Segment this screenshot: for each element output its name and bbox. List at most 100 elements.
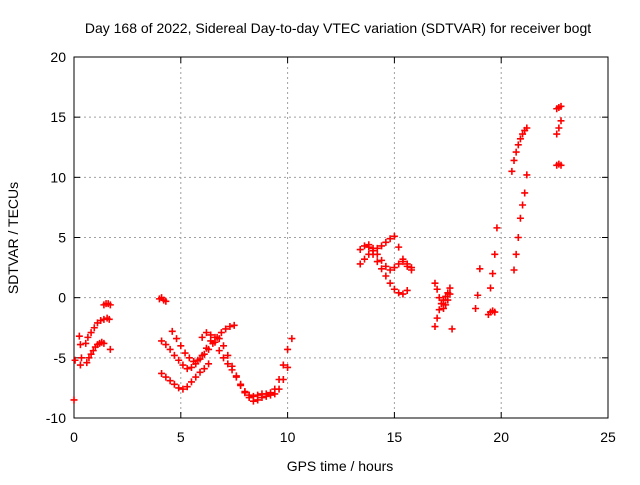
data-point-marker: [369, 244, 377, 252]
data-point-marker: [187, 363, 195, 371]
data-point-marker: [179, 385, 187, 393]
data-point-marker: [198, 333, 206, 341]
data-point-marker: [519, 130, 527, 138]
data-point-marker: [440, 304, 448, 312]
data-point-marker: [87, 329, 95, 337]
data-point-marker: [106, 301, 114, 309]
x-tick-label: 0: [70, 429, 78, 445]
data-point-marker: [523, 171, 531, 179]
data-point-marker: [249, 397, 257, 405]
data-point-marker: [444, 296, 452, 304]
data-point-marker: [284, 345, 292, 353]
data-point-marker: [407, 264, 415, 272]
data-point-marker: [220, 354, 228, 362]
data-point-marker: [76, 361, 84, 369]
data-point-marker: [254, 396, 262, 404]
series-arc-a: [82, 314, 113, 347]
data-point-marker: [245, 394, 253, 402]
data-point-marker: [279, 375, 287, 383]
data-point-marker: [516, 135, 524, 143]
data-point-marker: [433, 314, 441, 322]
data-point-marker: [395, 243, 403, 251]
data-point-marker: [70, 396, 78, 404]
data-point-marker: [77, 354, 85, 362]
x-tick-label: 15: [387, 429, 403, 445]
data-point-marker: [168, 327, 176, 335]
data-point-marker: [448, 325, 456, 333]
data-point-marker: [185, 354, 193, 362]
data-point-marker: [84, 333, 92, 341]
data-point-marker: [510, 156, 518, 164]
data-point-marker: [190, 357, 198, 365]
data-point-marker: [166, 345, 174, 353]
y-tick-label: -10: [46, 410, 66, 426]
data-point-marker: [162, 373, 170, 381]
y-tick-label: 0: [58, 290, 66, 306]
series-arc-j: [356, 241, 415, 274]
data-point-marker: [399, 258, 407, 266]
data-point-marker: [508, 167, 516, 175]
data-point-marker: [437, 300, 445, 308]
data-point-marker: [442, 292, 450, 300]
x-axis-label: GPS time / hours: [287, 458, 394, 474]
data-point-marker: [369, 250, 377, 258]
y-tick-label: 5: [58, 230, 66, 246]
y-tick-label: 15: [50, 109, 66, 125]
data-point-marker: [196, 368, 204, 376]
data-point-marker: [183, 365, 191, 373]
series-isolated-mid: [448, 265, 484, 333]
data-point-marker: [356, 260, 364, 268]
data-point-marker: [224, 360, 232, 368]
data-point-marker: [76, 341, 84, 349]
data-point-marker: [521, 189, 529, 197]
data-point-marker: [386, 235, 394, 243]
data-point-marker: [230, 321, 238, 329]
data-point-marker: [173, 335, 181, 343]
data-point-marker: [487, 284, 495, 292]
data-point-marker: [491, 308, 499, 316]
data-point-marker: [472, 304, 480, 312]
data-point-marker: [75, 332, 83, 340]
data-points: [70, 102, 565, 405]
data-point-marker: [491, 250, 499, 258]
data-point-marker: [179, 361, 187, 369]
series-arc-d: [155, 294, 170, 305]
data-point-marker: [557, 161, 565, 169]
data-point-marker: [166, 377, 174, 385]
data-point-marker: [284, 363, 292, 371]
data-point-marker: [90, 324, 98, 332]
series-arc-m: [431, 279, 454, 312]
data-point-marker: [200, 365, 208, 373]
data-point-marker: [183, 383, 191, 391]
series-arc-q: [510, 171, 531, 274]
series-isolated-early: [70, 332, 114, 404]
data-point-marker: [217, 329, 225, 337]
series-arc-n: [487, 224, 501, 292]
data-point-marker: [493, 224, 501, 232]
series-arc-g: [168, 327, 296, 400]
data-point-marker: [220, 342, 228, 350]
data-point-marker: [237, 382, 245, 390]
data-point-marker: [89, 347, 97, 355]
data-point-marker: [386, 279, 394, 287]
data-point-marker: [207, 337, 215, 345]
x-tick-label: 5: [177, 429, 185, 445]
data-point-marker: [390, 285, 398, 293]
data-point-marker: [373, 258, 381, 266]
data-point-marker: [205, 360, 213, 368]
data-point-marker: [516, 214, 524, 222]
data-point-marker: [162, 341, 170, 349]
data-point-marker: [267, 391, 275, 399]
series-arc-b: [83, 338, 108, 367]
data-point-marker: [431, 323, 439, 331]
series-arc-h: [198, 329, 292, 405]
data-point-marker: [100, 339, 108, 347]
data-point-marker: [399, 290, 407, 298]
data-point-marker: [175, 384, 183, 392]
data-point-marker: [474, 291, 482, 299]
data-point-marker: [431, 279, 439, 287]
data-point-marker: [390, 264, 398, 272]
data-point-marker: [435, 294, 443, 302]
data-point-marker: [512, 148, 520, 156]
